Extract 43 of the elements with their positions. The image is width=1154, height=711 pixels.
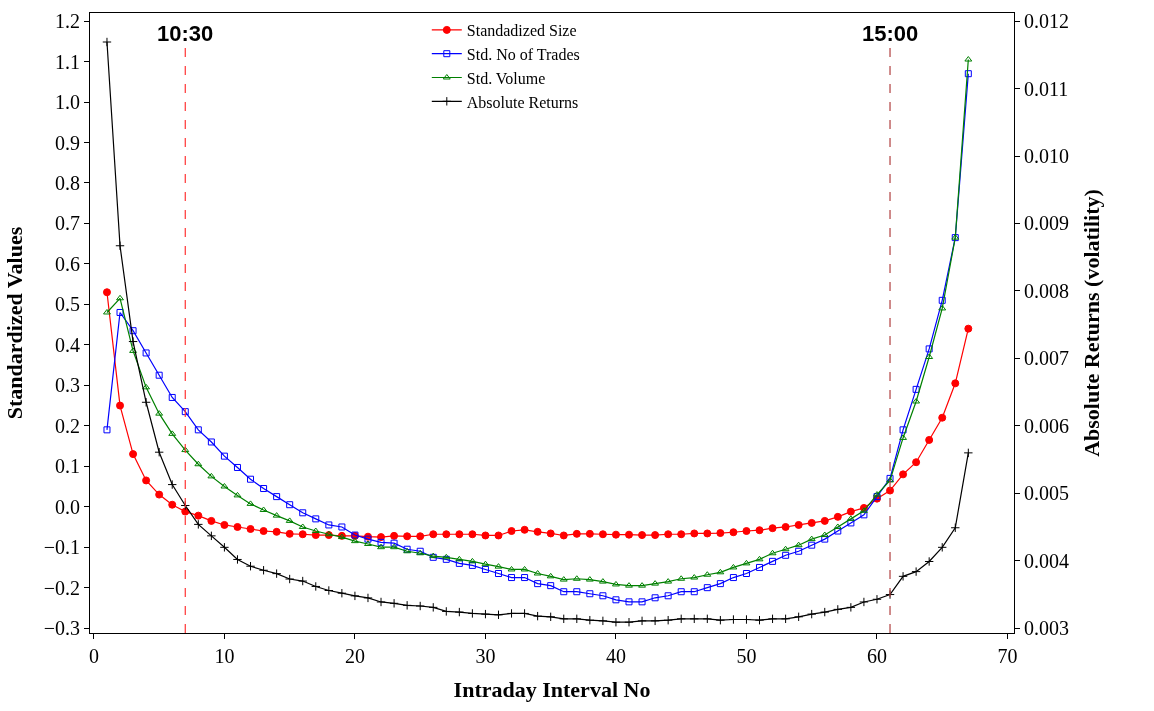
y-tick-label: 1.1: [55, 50, 80, 73]
y-tick-label: 0.1: [55, 455, 80, 478]
y2-tick-label: 0.003: [1024, 617, 1069, 640]
legend-label: Std. Volume: [466, 69, 546, 87]
y-tick-label: −0.1: [43, 536, 80, 559]
x-tick-label: 40: [605, 645, 626, 667]
y2-tick-label: 0.006: [1024, 414, 1069, 437]
annotation: 10:30: [157, 21, 214, 46]
y-tick-label: 0.2: [55, 414, 80, 437]
legend-label: Absolute Returns: [466, 93, 579, 111]
y-tick-label: 0.3: [55, 374, 80, 397]
y-tick-label: −0.2: [43, 576, 80, 599]
annotation: 15:00: [862, 21, 919, 46]
y2-tick-label: 0.011: [1024, 77, 1069, 100]
x-tick-label: 20: [344, 645, 365, 667]
x-tick-label: 60: [866, 645, 887, 667]
y2-tick-label: 0.008: [1024, 279, 1069, 302]
x-tick-label: 30: [475, 645, 496, 667]
y-tick-label: 0.4: [55, 333, 80, 356]
legend-label: Standadized Size: [466, 22, 577, 40]
y-tick-label: 0.0: [55, 495, 80, 518]
y2-tick-label: 0.009: [1024, 212, 1069, 235]
x-tick-label: 10: [214, 645, 235, 667]
legend-label: Std. No of Trades: [466, 45, 580, 63]
y2-tick-label: 0.007: [1024, 347, 1069, 370]
x-tick-label: 70: [997, 645, 1018, 667]
y-tick-label: 1.2: [55, 10, 80, 33]
x-tick-label: 0: [88, 645, 99, 667]
y-tick-label: −0.3: [43, 617, 80, 640]
y2-tick-label: 0.005: [1024, 482, 1069, 505]
y-tick-label: 0.7: [55, 212, 80, 235]
y2-axis-title: Absolute Returns (volatility): [1078, 189, 1104, 457]
y2-tick-label: 0.004: [1024, 549, 1069, 572]
y-axis-title: Standardized Values: [1, 226, 27, 420]
y-tick-label: 0.9: [55, 131, 80, 154]
y2-tick-label: 0.012: [1024, 10, 1069, 33]
y-tick-label: 0.8: [55, 171, 80, 194]
y-tick-label: 0.5: [55, 293, 80, 316]
x-tick-label: 50: [736, 645, 757, 667]
y2-tick-label: 0.010: [1024, 145, 1069, 168]
y-tick-label: 1.0: [55, 91, 80, 114]
y-tick-label: 0.6: [55, 252, 80, 275]
x-axis-title: Intraday Interval No: [453, 676, 651, 702]
